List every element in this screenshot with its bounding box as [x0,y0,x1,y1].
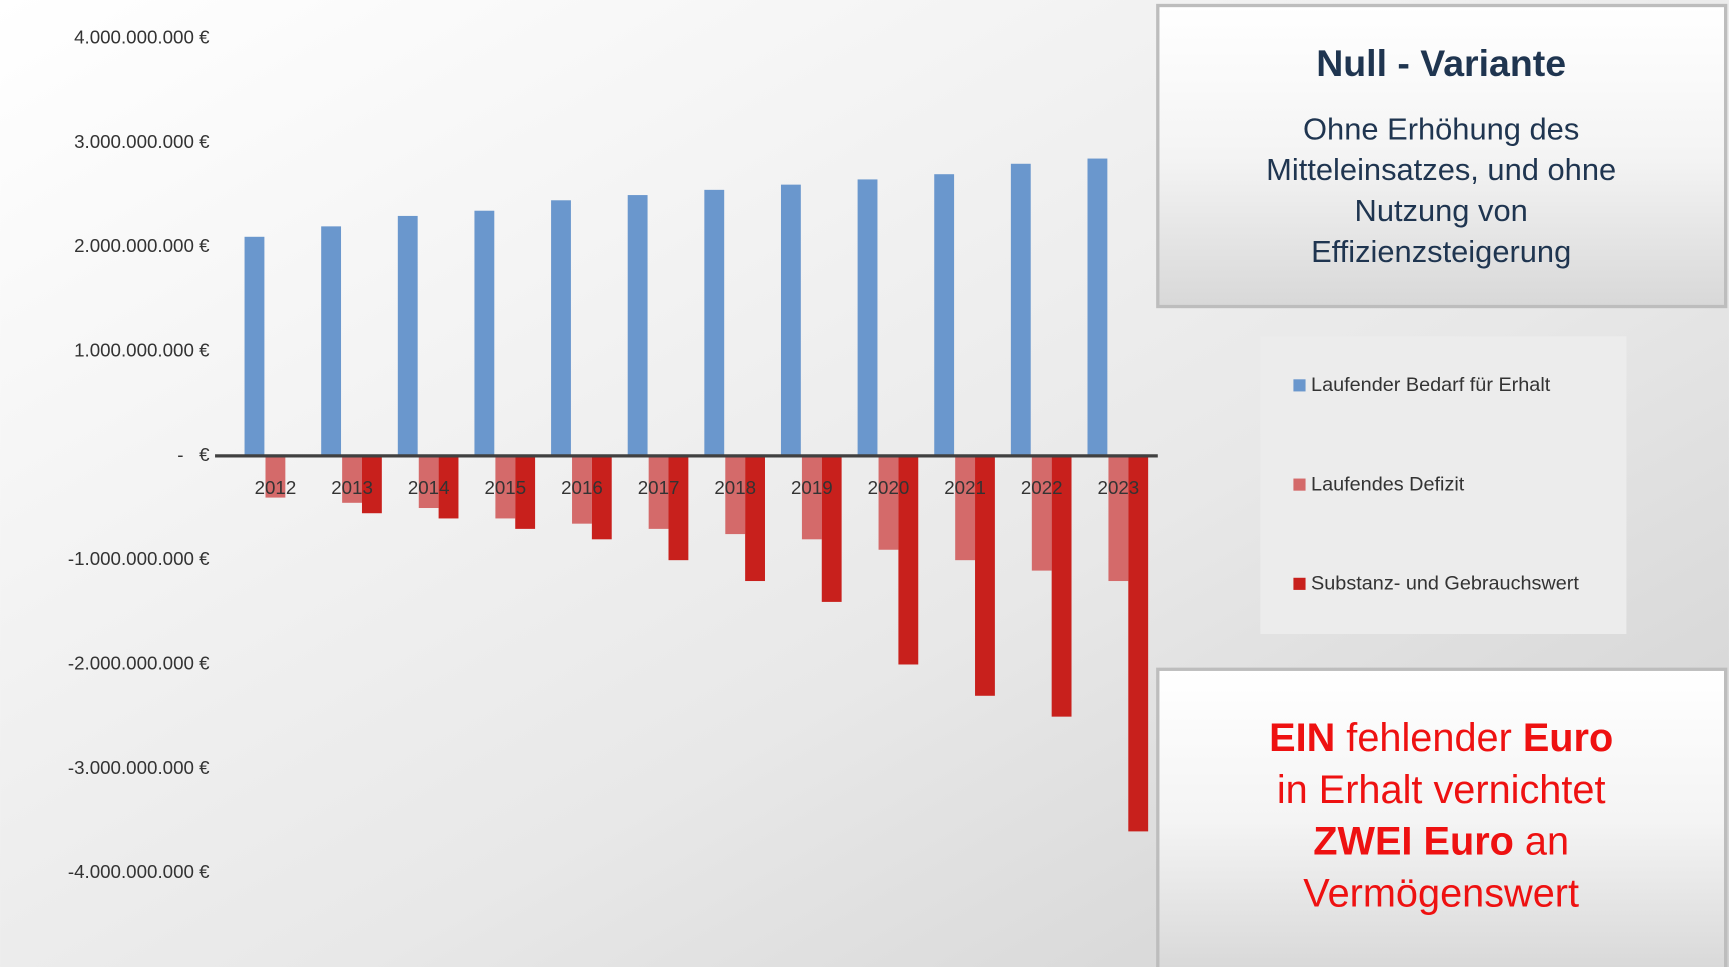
bar [627,195,648,456]
bar [934,174,955,456]
legend-swatch [1293,577,1306,590]
bar [1108,455,1129,582]
message-part: fehlender [1335,716,1523,760]
x-tick-label: 2016 [561,477,603,498]
bar [668,455,689,561]
legend-swatch [1293,379,1306,392]
bar [955,455,976,561]
bar [1128,455,1149,832]
y-tick-label: 2.000.000.000 € [74,235,210,256]
bar [704,189,725,456]
title-panel [1156,3,1728,309]
bar [745,455,765,582]
bar [342,455,362,503]
x-tick-label: 2019 [791,477,833,498]
bar [572,455,592,524]
y-tick-label: -3.000.000.000 € [68,757,210,778]
bar [321,226,342,456]
message-line: ZWEI Euro an [1313,820,1569,864]
panel-subtitle: Nutzung von [1355,193,1528,228]
panel-subtitle: Mitteleinsatzes, und ohne [1266,152,1616,187]
bar [821,455,842,602]
legend-label: Laufender Bedarf für Erhalt [1311,374,1551,396]
x-tick-label: 2017 [638,477,680,498]
y-tick-label: -1.000.000.000 € [68,548,210,569]
bar [725,455,746,535]
bar [975,455,995,696]
y-tick-label: 4.000.000.000 € [74,27,210,48]
message-line: Vermögenswert [1303,872,1579,916]
bar [1010,163,1031,456]
x-tick-label: 2023 [1098,477,1140,498]
message-line: in Erhalt vernichtet [1277,768,1606,812]
legend-swatch [1293,478,1306,491]
x-tick-label: 2021 [944,477,986,498]
bar [244,236,265,456]
message-panel [1156,667,1728,967]
bar [1051,455,1072,717]
panel-subtitle: Ohne Erhöhung des [1303,111,1579,146]
message-part: ZWEI Euro [1313,820,1514,864]
panel-subtitle: Effizienzsteigerung [1311,234,1571,269]
message-part: in Erhalt vernichtet [1277,768,1606,812]
bar [438,455,459,519]
legend [1260,336,1627,635]
x-tick-label: 2022 [1021,477,1063,498]
bar [878,455,899,550]
bar [857,179,878,456]
bar [780,184,801,456]
message-part: Euro [1523,716,1613,760]
bar [265,455,286,498]
legend-label: Substanz- und Gebrauchswert [1311,573,1579,595]
x-tick-label: 2013 [331,477,373,498]
legend-label: Laufendes Defizit [1311,473,1465,495]
x-tick-label: 2014 [408,477,450,498]
message-line: EIN fehlender Euro [1269,716,1613,760]
message-part: EIN [1269,716,1335,760]
bar [1087,158,1108,456]
y-tick-label: -4.000.000.000 € [68,861,210,882]
bar [551,200,571,456]
y-tick-label: - € [177,444,210,465]
y-tick-label: 3.000.000.000 € [74,131,210,152]
bar [418,455,439,509]
x-tick-label: 2018 [714,477,756,498]
bar [898,455,919,665]
bar [801,455,822,540]
bar [591,455,612,540]
message-part: Vermögenswert [1303,872,1579,916]
x-tick-label: 2012 [255,477,297,498]
y-tick-label: 1.000.000.000 € [74,339,210,360]
bar [648,455,669,529]
x-tick-label: 2015 [484,477,526,498]
panel-title: Null - Variante [1316,42,1566,84]
bar [1031,455,1052,571]
bar [495,455,516,519]
message-part: an [1514,820,1569,864]
bar [397,215,418,456]
bar [361,455,382,514]
y-tick-label: -2.000.000.000 € [68,652,210,673]
x-tick-label: 2020 [868,477,910,498]
bar [515,455,536,529]
bar [474,210,495,456]
